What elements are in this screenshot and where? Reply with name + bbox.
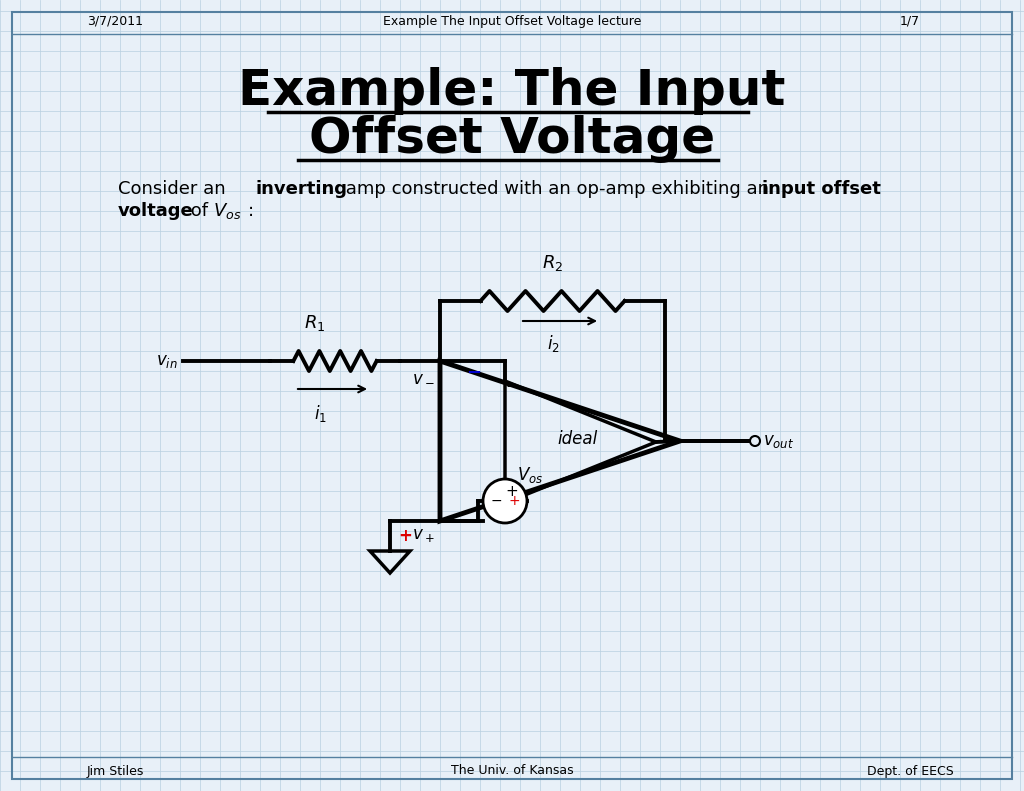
Text: $\mathit{V}_{os}$: $\mathit{V}_{os}$ bbox=[213, 201, 242, 221]
Text: of: of bbox=[185, 202, 214, 220]
Text: +: + bbox=[508, 494, 520, 508]
Text: Dept. of EECS: Dept. of EECS bbox=[866, 764, 953, 778]
Text: $\mathit{v}_+$: $\mathit{v}_+$ bbox=[413, 526, 435, 544]
Text: −: − bbox=[467, 364, 481, 382]
Text: $\mathit{i}_2$: $\mathit{i}_2$ bbox=[547, 333, 559, 354]
Text: :: : bbox=[248, 202, 254, 220]
Circle shape bbox=[750, 436, 760, 446]
Text: Offset Voltage: Offset Voltage bbox=[309, 115, 715, 163]
Text: amp constructed with an op-amp exhibiting an: amp constructed with an op-amp exhibitin… bbox=[340, 180, 775, 198]
Circle shape bbox=[483, 479, 527, 523]
Text: −: − bbox=[490, 494, 502, 508]
Text: Jim Stiles: Jim Stiles bbox=[86, 764, 143, 778]
Text: $\mathit{v}_-$: $\mathit{v}_-$ bbox=[413, 367, 435, 385]
Text: −: − bbox=[506, 379, 518, 393]
Text: $\mathit{v}_{in}$: $\mathit{v}_{in}$ bbox=[157, 352, 178, 370]
Text: $\mathit{v}_{out}$: $\mathit{v}_{out}$ bbox=[763, 432, 795, 450]
Text: Example: The Input: Example: The Input bbox=[239, 67, 785, 115]
Text: The Univ. of Kansas: The Univ. of Kansas bbox=[451, 764, 573, 778]
Text: inverting: inverting bbox=[255, 180, 347, 198]
Text: $\mathit{i}_1$: $\mathit{i}_1$ bbox=[313, 403, 327, 424]
Text: Consider an: Consider an bbox=[118, 180, 231, 198]
Text: Example The Input Offset Voltage lecture: Example The Input Offset Voltage lecture bbox=[383, 14, 641, 28]
Text: +: + bbox=[398, 527, 412, 545]
Text: $\mathit{R}_2$: $\mathit{R}_2$ bbox=[543, 253, 563, 273]
Text: +: + bbox=[506, 483, 518, 498]
Text: voltage: voltage bbox=[118, 202, 194, 220]
Text: ideal: ideal bbox=[558, 430, 598, 448]
Text: input offset: input offset bbox=[762, 180, 881, 198]
Text: $\mathit{R}_1$: $\mathit{R}_1$ bbox=[304, 313, 326, 333]
Text: 3/7/2011: 3/7/2011 bbox=[87, 14, 143, 28]
Text: $\mathit{V}_{os}$: $\mathit{V}_{os}$ bbox=[517, 465, 544, 485]
Text: 1/7: 1/7 bbox=[900, 14, 920, 28]
